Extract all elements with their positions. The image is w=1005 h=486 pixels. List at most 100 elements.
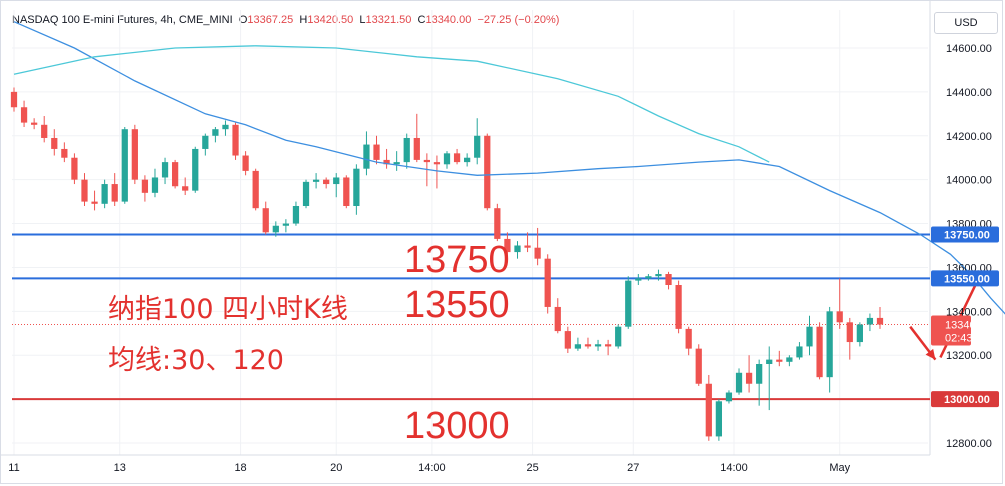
candle-body bbox=[474, 135, 481, 158]
candle-body bbox=[222, 124, 229, 130]
level-price-tag bbox=[931, 391, 999, 408]
change-value: −27.25 (−0.20%) bbox=[477, 14, 560, 26]
candle-body bbox=[121, 129, 128, 202]
price-tick-label: 12800.00 bbox=[946, 438, 992, 450]
candle-body bbox=[71, 157, 78, 180]
high-label: H bbox=[299, 14, 308, 26]
candle-body bbox=[504, 238, 511, 253]
open-label: O bbox=[238, 14, 248, 26]
price-axis[interactable]: 12800.0013000.0013200.0013400.0013600.00… bbox=[931, 43, 999, 450]
level-13550-annotation: 13550 bbox=[404, 284, 510, 326]
time-tick-label: 25 bbox=[526, 462, 538, 474]
symbol-title[interactable]: NASDAQ 100 E-mini Futures, 4h, CME_MINI bbox=[12, 14, 233, 26]
candle-body bbox=[403, 137, 410, 163]
chart-title-annotation: 纳指100 四小时K线 bbox=[108, 294, 348, 325]
candle-body bbox=[544, 258, 551, 307]
currency-button[interactable]: USD bbox=[934, 12, 998, 34]
close-label: C bbox=[417, 14, 426, 26]
last-price-label: 13340.00 bbox=[945, 320, 991, 332]
candle-body bbox=[766, 359, 773, 364]
candle-body bbox=[202, 135, 209, 149]
candle-body bbox=[363, 144, 370, 169]
candle-body bbox=[272, 225, 279, 233]
candle-body bbox=[302, 181, 310, 206]
candle-body bbox=[514, 245, 521, 253]
time-tick-label: 14:00 bbox=[418, 462, 446, 474]
candle-body bbox=[816, 326, 823, 378]
candle-body bbox=[91, 201, 98, 204]
candle-body bbox=[10, 91, 18, 108]
last-price-tag bbox=[931, 315, 971, 346]
candle-body bbox=[876, 317, 884, 325]
time-axis[interactable]: 11 13 18 20 14:00 25 27 14:00 May bbox=[8, 462, 850, 474]
candle-body bbox=[20, 107, 28, 123]
candle-body bbox=[81, 179, 88, 202]
trend-arrow-head bbox=[925, 348, 936, 360]
time-tick-label: 14:00 bbox=[720, 462, 748, 474]
symbol-header: NASDAQ 100 E-mini Futures, 4h, CME_MINI … bbox=[12, 14, 559, 26]
candle-body bbox=[524, 245, 531, 248]
candle-body bbox=[232, 124, 239, 156]
candle-body bbox=[756, 364, 763, 384]
candle-body bbox=[51, 137, 58, 149]
candle-body bbox=[675, 285, 682, 329]
low-value: 13321.50 bbox=[365, 14, 412, 26]
price-tick-label: 13200.00 bbox=[946, 350, 992, 362]
candle-body bbox=[856, 324, 863, 343]
countdown-label: 02:43:52 bbox=[945, 333, 988, 345]
candle-body bbox=[494, 208, 501, 239]
level-price-tag bbox=[931, 270, 999, 287]
candle-body bbox=[262, 208, 269, 233]
candle-body bbox=[695, 348, 702, 384]
candle-body bbox=[212, 129, 219, 136]
high-value: 13420.50 bbox=[307, 14, 354, 26]
candle-body bbox=[353, 168, 360, 206]
candle-body bbox=[31, 122, 38, 125]
price-tick-label: 14600.00 bbox=[946, 43, 992, 55]
time-tick-label: 11 bbox=[8, 462, 19, 474]
candle-body bbox=[131, 129, 138, 180]
candle-body bbox=[101, 184, 108, 204]
ma-settings-annotation: 均线:30、120 bbox=[108, 345, 284, 376]
price-tick-label: 14400.00 bbox=[946, 87, 992, 99]
candle-body bbox=[61, 148, 68, 158]
candle-body bbox=[292, 206, 300, 224]
candle-body bbox=[826, 311, 833, 378]
candle-body bbox=[846, 322, 853, 343]
candle-body bbox=[182, 186, 189, 191]
candle-body bbox=[423, 159, 430, 163]
level-lines bbox=[12, 233, 930, 401]
candle-body bbox=[252, 170, 259, 209]
candle-body bbox=[665, 274, 672, 285]
candles bbox=[10, 87, 884, 441]
candle-body bbox=[192, 148, 199, 191]
low-label: L bbox=[359, 14, 366, 26]
candle-body bbox=[343, 177, 350, 206]
level-price-tag-label: 13750.00 bbox=[944, 230, 990, 242]
candle-body bbox=[111, 184, 118, 202]
candle-body bbox=[413, 137, 420, 160]
price-tick-label: 14200.00 bbox=[946, 131, 992, 143]
candle-body bbox=[625, 280, 632, 327]
candle-body bbox=[594, 344, 602, 347]
level-price-tag-label: 13550.00 bbox=[944, 273, 990, 285]
candle-body bbox=[745, 372, 753, 384]
candle-body bbox=[866, 317, 874, 325]
grid bbox=[0, 0, 931, 456]
candle-body bbox=[373, 144, 380, 160]
time-tick-label: 18 bbox=[234, 462, 246, 474]
level-price-tag bbox=[931, 226, 999, 243]
time-tick-label: 20 bbox=[330, 462, 342, 474]
price-tick-label: 13400.00 bbox=[946, 306, 992, 318]
level-price-tag-label: 13000.00 bbox=[944, 394, 990, 406]
level-13750-annotation: 13750 bbox=[404, 239, 510, 281]
candle-body bbox=[464, 157, 471, 163]
open-value: 13367.25 bbox=[247, 14, 294, 26]
time-tick-label: May bbox=[829, 462, 850, 474]
candle-body bbox=[443, 153, 451, 165]
candle-body bbox=[554, 306, 561, 332]
candle-body bbox=[323, 179, 330, 185]
time-tick-label: 13 bbox=[114, 462, 126, 474]
candle-body bbox=[776, 359, 783, 362]
